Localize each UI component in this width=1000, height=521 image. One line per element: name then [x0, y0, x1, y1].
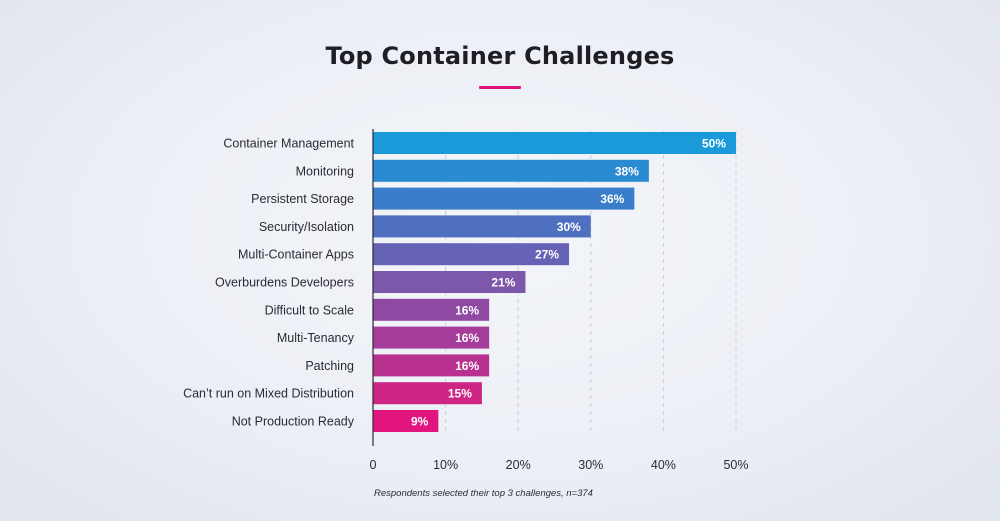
bar-value-label: 16% [455, 331, 479, 345]
bar [373, 354, 490, 377]
bar [373, 187, 635, 210]
title-underline [479, 86, 521, 89]
bar-value-label: 16% [455, 359, 479, 373]
category-labels: Container Management Monitoring Persistent… [183, 137, 355, 429]
bar [373, 410, 439, 432]
bar [373, 326, 490, 349]
category-label: Security/Isolation [259, 220, 354, 234]
x-tick-label: 0 [370, 458, 377, 472]
bar-value-label: 30% [557, 220, 581, 234]
x-tick-label: 20% [506, 458, 531, 472]
category-label: Container Management [223, 137, 354, 151]
x-axis-ticks: 0 10% 20% 30% 40% 50% [370, 458, 749, 472]
category-label: Multi-Tenancy [277, 331, 355, 345]
bar-value-label: 21% [491, 276, 515, 290]
bar-value-label: 36% [600, 192, 624, 206]
category-label: Difficult to Scale [265, 303, 354, 317]
category-label: Overburdens Developers [215, 276, 354, 290]
bar-value-label: 15% [448, 387, 472, 401]
bar [373, 159, 649, 182]
footnote: Respondents selected their top 3 challen… [374, 488, 593, 499]
x-tick-label: 30% [578, 458, 603, 472]
bar [373, 382, 482, 405]
category-label: Not Production Ready [232, 415, 355, 429]
bar-value-label: 50% [702, 137, 726, 151]
x-tick-label: 40% [651, 458, 676, 472]
chart-title: Top Container Challenges [325, 42, 675, 70]
category-label: Can’t run on Mixed Distribution [183, 387, 354, 401]
bar [373, 132, 736, 154]
bar-value-label: 16% [455, 303, 479, 317]
category-label: Persistent Storage [251, 192, 354, 206]
category-label: Monitoring [296, 164, 354, 178]
bar-value-label: 27% [535, 248, 559, 262]
category-label: Multi-Container Apps [238, 248, 354, 262]
bar [373, 215, 591, 238]
category-label: Patching [305, 359, 354, 373]
x-tick-label: 50% [723, 458, 748, 472]
x-tick-label: 10% [433, 458, 458, 472]
bar [373, 271, 526, 293]
bars: 50% 38% 36% 30% 27% 21% 16% 16% 16% 15% 9% [373, 132, 736, 432]
bar [373, 243, 570, 266]
bar-value-label: 9% [411, 415, 429, 429]
bar-value-label: 38% [615, 164, 639, 178]
bar [373, 298, 490, 321]
